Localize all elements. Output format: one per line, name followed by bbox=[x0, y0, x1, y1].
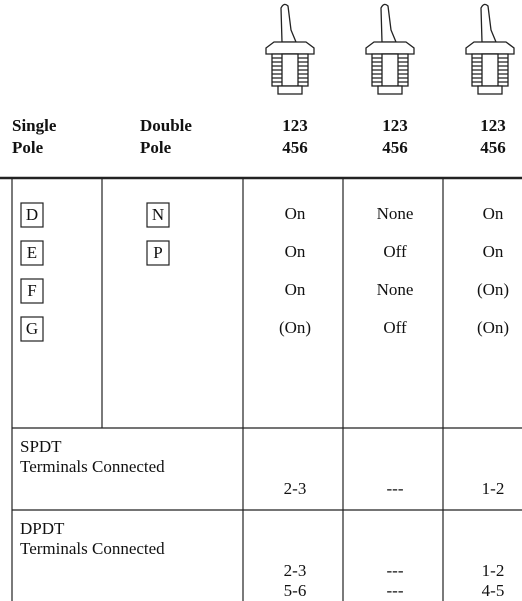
toggle-icon bbox=[265, 3, 315, 95]
stem bbox=[281, 53, 299, 87]
position: None bbox=[377, 204, 414, 223]
terminal-value: --- bbox=[387, 581, 404, 600]
code: P bbox=[153, 243, 162, 262]
plate bbox=[365, 41, 415, 55]
terminal-label: Terminals Connected bbox=[20, 457, 165, 476]
toggle-icon bbox=[365, 3, 415, 95]
code-box bbox=[20, 240, 44, 266]
switch-header: 123 bbox=[480, 116, 506, 135]
terminal-value: --- bbox=[387, 479, 404, 498]
stem bbox=[381, 53, 399, 87]
plate bbox=[465, 41, 515, 55]
position: On bbox=[285, 242, 306, 261]
switch-header: 456 bbox=[480, 138, 506, 157]
terminal-value: 1-2 bbox=[482, 479, 505, 498]
switch-header: 123 bbox=[382, 116, 408, 135]
stem bbox=[481, 53, 499, 87]
terminal-value: 2-3 bbox=[284, 479, 307, 498]
code: F bbox=[27, 281, 36, 300]
lever bbox=[480, 3, 497, 43]
position: On bbox=[483, 204, 504, 223]
terminal-value: 2-3 bbox=[284, 561, 307, 580]
code: D bbox=[26, 205, 38, 224]
toggle-icon bbox=[465, 3, 515, 95]
position: (On) bbox=[477, 280, 509, 299]
switch-header: 456 bbox=[382, 138, 408, 157]
code-box bbox=[20, 202, 44, 228]
terminal-type: SPDT bbox=[20, 437, 62, 456]
code: E bbox=[27, 243, 37, 262]
code-box bbox=[146, 202, 170, 228]
code: N bbox=[152, 205, 164, 224]
terminal-type: DPDT bbox=[20, 519, 65, 538]
position: On bbox=[483, 242, 504, 261]
header-label: Pole bbox=[12, 138, 44, 157]
terminal-value: 1-2 bbox=[482, 561, 505, 580]
position: On bbox=[285, 204, 306, 223]
terminal-value: --- bbox=[387, 561, 404, 580]
terminal bbox=[377, 85, 403, 95]
terminal bbox=[277, 85, 303, 95]
terminal bbox=[477, 85, 503, 95]
lever bbox=[380, 3, 397, 43]
position: Off bbox=[383, 242, 407, 261]
terminal-label: Terminals Connected bbox=[20, 539, 165, 558]
position: Off bbox=[383, 318, 407, 337]
code-box bbox=[20, 278, 44, 304]
code-box bbox=[146, 240, 170, 266]
switch-header: 456 bbox=[282, 138, 308, 157]
position: On bbox=[285, 280, 306, 299]
switch-icons bbox=[265, 3, 515, 95]
code-box bbox=[20, 316, 44, 342]
lever bbox=[280, 3, 297, 43]
terminal-value: 4-5 bbox=[482, 581, 505, 600]
header-label: Double bbox=[140, 116, 192, 135]
terminal-value: 5-6 bbox=[284, 581, 307, 600]
code: G bbox=[26, 319, 38, 338]
position: (On) bbox=[477, 318, 509, 337]
header-label: Pole bbox=[140, 138, 172, 157]
position: (On) bbox=[279, 318, 311, 337]
header-label: Single bbox=[12, 116, 57, 135]
position: None bbox=[377, 280, 414, 299]
plate bbox=[265, 41, 315, 55]
switch-header: 123 bbox=[282, 116, 308, 135]
